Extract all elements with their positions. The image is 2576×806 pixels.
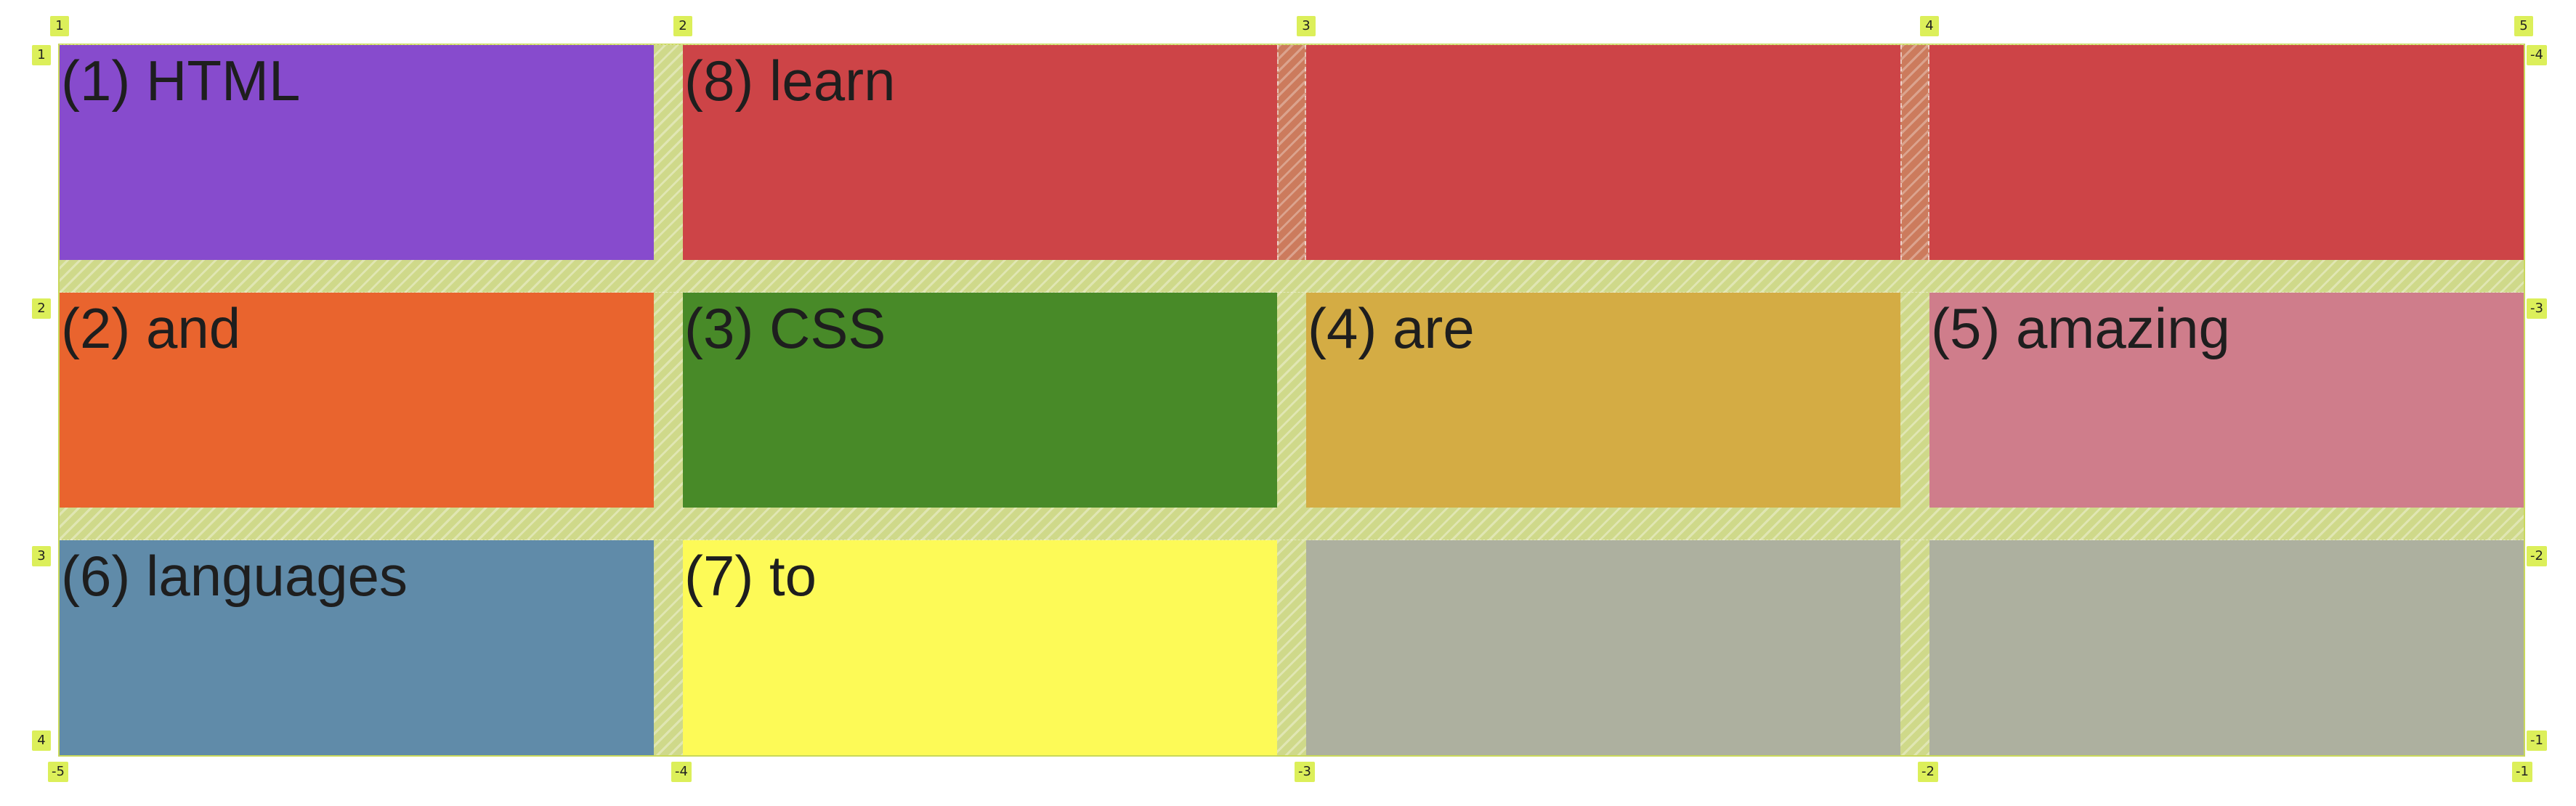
row-line-number-left: 3 xyxy=(32,546,51,566)
grid-item-and[interactable]: (2) and xyxy=(60,293,654,508)
grid-item-amazing[interactable]: (5) amazing xyxy=(1929,293,2524,508)
row-line-number-right: -1 xyxy=(2527,730,2547,751)
row-line-number-left: 4 xyxy=(32,730,51,751)
empty-grid-cell xyxy=(1929,540,2524,755)
column-line-number-bottom: -1 xyxy=(2512,762,2532,782)
row-line-number-right: -3 xyxy=(2527,298,2547,319)
column-line-number-bottom: -2 xyxy=(1918,762,1938,782)
grid-item-are[interactable]: (4) are xyxy=(1306,293,1900,508)
column-line-number-bottom: -4 xyxy=(671,762,692,782)
grid-item-to[interactable]: (7) to xyxy=(683,540,1277,755)
column-line-number-top: 4 xyxy=(1920,16,1939,36)
column-line-number-top: 5 xyxy=(2514,16,2533,36)
grid-item-css[interactable]: (3) CSS xyxy=(683,293,1277,508)
empty-grid-cell xyxy=(1306,540,1900,755)
grid-item-languages[interactable]: (6) languages xyxy=(60,540,654,755)
row-line-number-right: -2 xyxy=(2527,546,2547,566)
row-track-line xyxy=(60,787,2524,788)
column-line-number-top: 3 xyxy=(1297,16,1316,36)
column-line-number-top: 2 xyxy=(673,16,692,36)
row-line-number-left: 1 xyxy=(32,45,51,65)
grid-item-html[interactable]: (1) HTML xyxy=(60,45,654,260)
column-line-number-top: 1 xyxy=(50,16,69,36)
column-line-number-bottom: -3 xyxy=(1295,762,1315,782)
row-line-number-left: 2 xyxy=(32,298,51,319)
grid-item-learn[interactable]: (8) learn xyxy=(683,45,2524,260)
row-line-number-right: -4 xyxy=(2527,45,2547,65)
column-line-number-bottom: -5 xyxy=(48,762,68,782)
